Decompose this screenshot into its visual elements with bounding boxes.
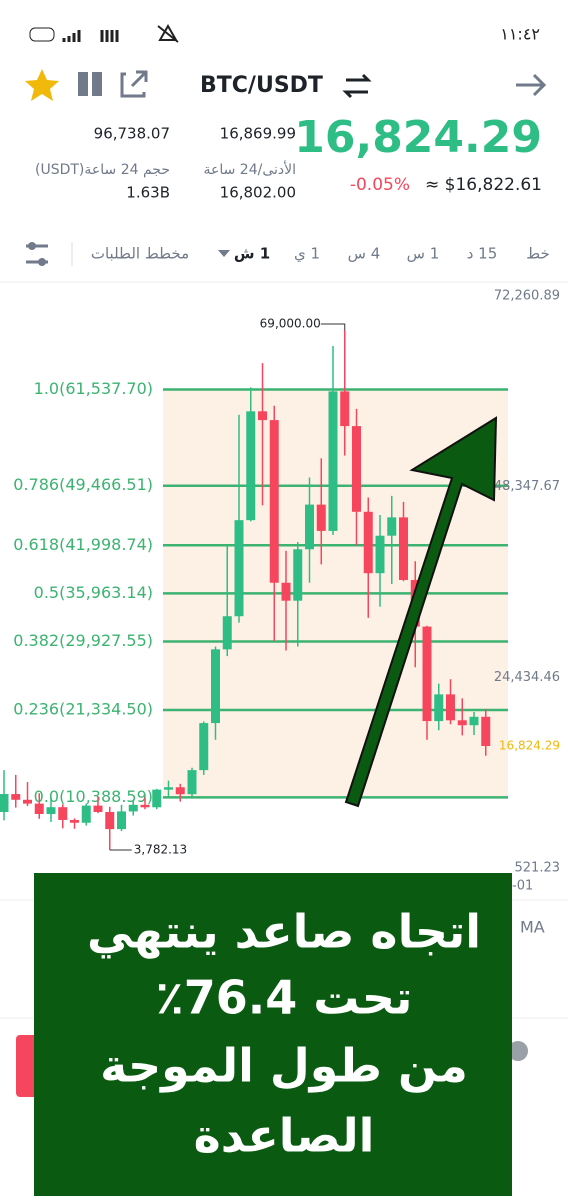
candle-body [446,694,455,721]
fib-label: 1.0(61,537.70) [34,379,153,398]
max-label: 69,000.00 [260,316,321,330]
interval-tab[interactable]: 1 ش [234,245,270,263]
candle-body [187,770,197,795]
signal-icons [62,30,119,42]
candle-body [281,582,291,601]
trend-arrow [344,416,498,808]
candle-body [11,794,21,800]
candle-body [199,723,209,771]
y-tick-label: 24,434.46 [494,670,560,685]
annotation-line: اتجاه صاعد ينتهي [87,905,481,959]
dropdown-caret[interactable] [218,250,230,257]
mute-icon [157,23,179,43]
candle-body [211,649,220,724]
usd-price: ≈ $16,822.61 [425,175,542,195]
candle-body [81,805,91,823]
low-24h-label: الأدنى/24 ساعة [203,160,296,178]
candle-body [457,720,467,726]
candle-body [164,787,173,790]
candle-body [399,517,408,580]
interval-tab[interactable]: مخطط الطلبات [91,245,189,263]
high-24h: 16,869.99 [220,125,296,143]
share-icon[interactable] [120,70,148,98]
candle-body [34,803,44,814]
book-icon[interactable] [78,72,102,96]
status-time: ١١:٤٢ [500,25,540,44]
candle-body [328,391,338,531]
y-tick-label: 72,260.89 [494,289,560,304]
candle-body [58,807,68,820]
pair-title[interactable]: BTC/USDT [200,73,323,98]
interval-tab[interactable]: 4 س [348,245,381,263]
interval-tab[interactable]: خط [526,245,550,263]
candle-body [222,616,232,650]
candle-body [0,794,9,812]
candle-body [340,391,350,427]
y-tick-label: 48,347.67 [494,479,560,494]
interval-tab[interactable]: 1 ي [294,245,320,264]
candle-body [305,504,314,550]
fib-label: 0.786(49,466.51) [13,475,153,494]
candle-body [258,411,267,421]
fib-label: 0.236(21,334.50) [13,700,153,719]
fib-label: 0.382(29,927.55) [13,631,153,650]
candle-body [152,789,162,808]
date-label: -01 [512,879,533,894]
low-24h: 16,802.00 [220,184,296,202]
annotation-line: تحت 76.4٪ [156,971,413,1025]
candle-body [387,517,397,536]
ma-tab[interactable]: MA [520,918,545,937]
candle-body [128,804,138,812]
fib-label: 0.5(35,963.14) [34,583,153,602]
candle-body [481,716,491,747]
candle-body [434,694,444,722]
swap-icon[interactable] [342,73,372,99]
candle-body [46,807,56,814]
annotation-box [34,873,512,1196]
y-tick-label: 521.23 [515,861,561,876]
interval-tab[interactable]: 15 د [467,245,498,263]
candle-body [422,626,432,722]
candle-body [70,819,79,823]
volume-usdt-label: حجم 24 ساعة(USDT) [35,162,170,178]
annotation-line: الصاعدة [194,1109,375,1163]
max-leader [320,323,346,330]
candle-body [469,716,479,726]
candle-body [234,520,244,617]
candle-body [316,504,326,531]
candle-body [175,787,185,795]
settings-knob [38,258,46,266]
candle-body [246,411,256,521]
forward-arrow[interactable] [516,73,547,97]
volume-btc: 96,738.07 [94,125,170,143]
candle-body [117,811,126,830]
volume-usdt: 1.63B [126,184,170,202]
candle-body [269,420,279,583]
last-price-label: 16,824.29 [499,739,560,753]
candle-body [105,811,115,830]
candle-body [363,511,373,574]
settings-knob [28,242,36,250]
interval-tab[interactable]: 1 س [407,245,440,263]
fib-label: 0.618(41,998.74) [13,535,153,554]
candle-body [93,805,103,812]
last-price: 16,824.29 [294,112,542,163]
candle-body [375,535,385,574]
battery-icon [29,27,55,42]
candle-body [293,549,303,601]
candle-body [140,804,150,808]
annotation-line: من طول الموجة [100,1039,468,1093]
candle-body [23,799,32,804]
more-icon[interactable] [508,1041,528,1061]
favorite-star[interactable] [25,69,59,101]
min-label: 3,782.13 [134,842,187,856]
fib-label: 0.0(10,388.59) [34,787,153,806]
candle-body [352,426,361,512]
price-change: -0.05% [350,175,410,195]
